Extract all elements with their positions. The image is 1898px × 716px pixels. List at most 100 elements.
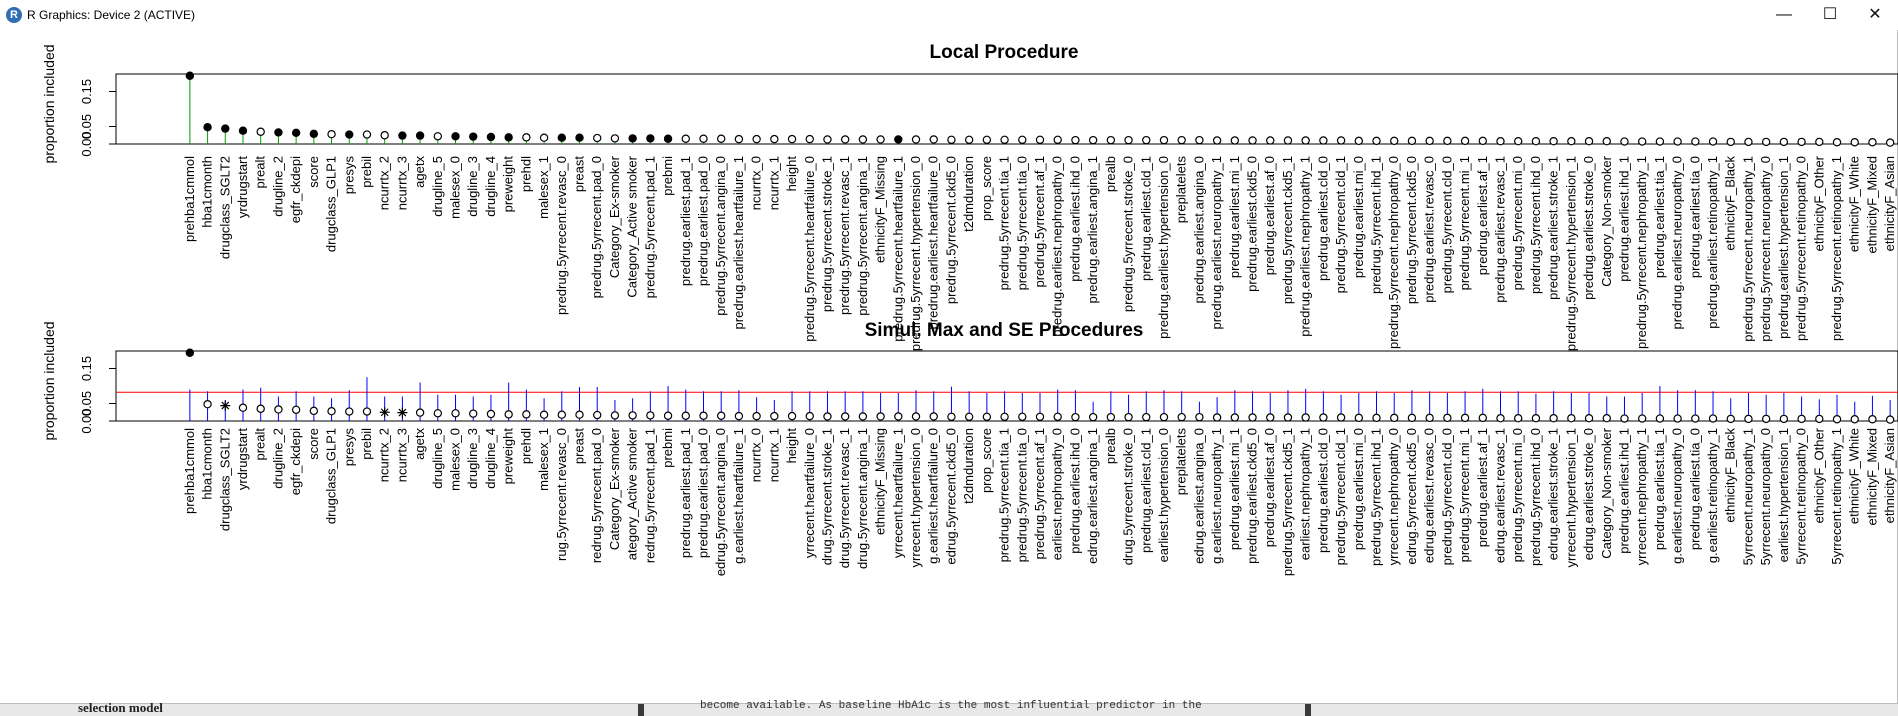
data-point — [291, 128, 301, 138]
data-point — [876, 135, 885, 144]
x-tick-label: predrug.earliest.ihd_1 — [1616, 428, 1631, 554]
x-tick-label: preweight — [501, 428, 516, 485]
background-document — [0, 704, 1898, 716]
data-point — [185, 71, 195, 80]
data-point — [628, 134, 637, 143]
x-tick-label: preast — [572, 428, 587, 465]
data-point — [752, 411, 761, 421]
data-point — [1248, 413, 1257, 422]
data-point — [1124, 412, 1133, 422]
x-tick-label: predrug.5yrrecent.nephropathy_0 — [1386, 156, 1401, 349]
close-button[interactable]: ✕ — [1868, 6, 1882, 23]
data-point — [1779, 137, 1789, 147]
data-point — [1177, 412, 1186, 422]
x-tick-label: ethnicityF_Black — [1723, 156, 1738, 251]
background-text-middle: become available. As baseline HbA1c is t… — [700, 700, 1202, 712]
data-point — [1354, 136, 1364, 146]
chart-title: Simul. Max and SE Procedures — [865, 320, 1144, 341]
data-point — [1230, 413, 1240, 422]
data-point — [309, 129, 319, 139]
data-point — [291, 405, 301, 414]
x-tick-label: predrug.5yrrecent.mi_0 — [1510, 156, 1525, 290]
data-point — [1088, 412, 1098, 422]
y-tick-label: 0.05 — [79, 391, 94, 416]
data-point — [1266, 413, 1275, 422]
x-tick-label: drugline_4 — [483, 156, 498, 217]
x-tick-label: edrug.earliest.revasc_0 — [1422, 428, 1437, 563]
x-tick-label: ethnicityF_Other — [1811, 155, 1826, 251]
data-point — [433, 409, 443, 418]
x-tick-label: predrug.5yrrecent.neuropathy_1 — [1740, 156, 1755, 342]
data-point — [1531, 136, 1541, 146]
x-tick-label: Category_Active smoker — [625, 155, 640, 297]
data-point — [593, 133, 602, 143]
x-tick-label: Category_Non-smoker — [1599, 427, 1614, 558]
x-tick-label: predrug.earliest.revasc_0 — [1422, 156, 1437, 303]
data-point — [539, 410, 549, 419]
y-tick-label: 0.05 — [79, 114, 94, 139]
x-tick-label: predrug.earliest.pad_1 — [678, 156, 693, 286]
data-point — [1637, 137, 1647, 146]
x-tick-label: yrdrugstart — [235, 428, 250, 491]
data-point — [1584, 414, 1594, 423]
x-tick-label: 5yrrecent.neuropathy_1 — [1740, 428, 1755, 565]
x-tick-label: drugclass_SGLT2 — [217, 428, 232, 531]
data-point — [1708, 414, 1718, 423]
data-point — [1885, 415, 1895, 424]
data-point — [362, 130, 372, 139]
x-tick-label: predrug.5yrrecent.retinopathy_1 — [1829, 156, 1844, 341]
data-point — [274, 128, 283, 137]
data-point — [1478, 136, 1487, 146]
x-tick-label: redrug.5yrrecent.pad_0 — [589, 428, 604, 563]
data-point — [238, 126, 248, 135]
x-tick-label: malesex_1 — [536, 156, 551, 219]
x-tick-label: predrug.5yrrecent.heartfailure_1 — [890, 156, 905, 342]
data-point — [362, 407, 372, 416]
data-point — [1266, 136, 1275, 145]
data-point — [1514, 414, 1523, 423]
maximize-button[interactable]: ☐ — [1822, 6, 1838, 23]
data-point — [1620, 137, 1629, 146]
data-point — [1744, 137, 1753, 147]
x-tick-label: predrug.earliest.pad_1 — [678, 428, 693, 558]
x-tick-label: predrug.earliest.ckd5_0 — [1245, 428, 1260, 564]
x-tick-label: earliest.nephropathy_1 — [1298, 428, 1313, 560]
x-tick-label: predrug.5yrrecent.ihd_0 — [1528, 428, 1543, 566]
x-tick-label: ethnicityF_Mixed — [1864, 156, 1879, 254]
x-tick-label: ethnicityF_White — [1847, 428, 1862, 524]
x-tick-label: ethnicityF_Black — [1723, 428, 1738, 523]
data-point — [699, 411, 708, 420]
data-point — [1425, 413, 1434, 423]
data-point — [1726, 137, 1735, 147]
data-point — [274, 405, 283, 414]
x-tick-label: predrug.earliest.hypertension_1 — [1776, 156, 1791, 339]
x-tick-label: prebmi — [660, 156, 675, 196]
data-point — [1620, 414, 1629, 423]
data-point — [557, 133, 566, 142]
data-point — [1142, 412, 1151, 422]
data-point — [858, 412, 868, 421]
data-point — [469, 409, 478, 418]
data-point — [1159, 135, 1169, 145]
data-point — [1212, 413, 1222, 422]
data-point — [1531, 414, 1541, 423]
data-point — [1301, 413, 1310, 422]
data-point — [593, 410, 602, 420]
x-tick-label: prebil — [359, 156, 374, 188]
minimize-button[interactable]: — — [1776, 6, 1792, 23]
x-tick-label: malesex_0 — [448, 156, 463, 219]
data-point — [415, 131, 425, 140]
y-tick-label: 0.00 — [79, 408, 94, 433]
data-point — [787, 411, 797, 421]
data-point — [858, 135, 868, 144]
x-tick-label: predrug.earliest.nephropathy_1 — [1298, 156, 1313, 337]
x-tick-label: ncurrtx_0 — [749, 428, 764, 482]
x-tick-label: predrug.earliest.tia_0 — [1687, 156, 1702, 278]
x-tick-label: predrug.5yrrecent.ihd_0 — [1528, 156, 1543, 294]
data-point — [504, 410, 513, 419]
x-tick-label: edrug.earliest.stroke_0 — [1581, 428, 1596, 560]
title-bar[interactable]: R R Graphics: Device 2 (ACTIVE) — ☐ ✕ — [0, 0, 1898, 30]
data-point — [1071, 412, 1080, 422]
data-point — [1868, 415, 1877, 424]
data-point — [982, 135, 992, 145]
